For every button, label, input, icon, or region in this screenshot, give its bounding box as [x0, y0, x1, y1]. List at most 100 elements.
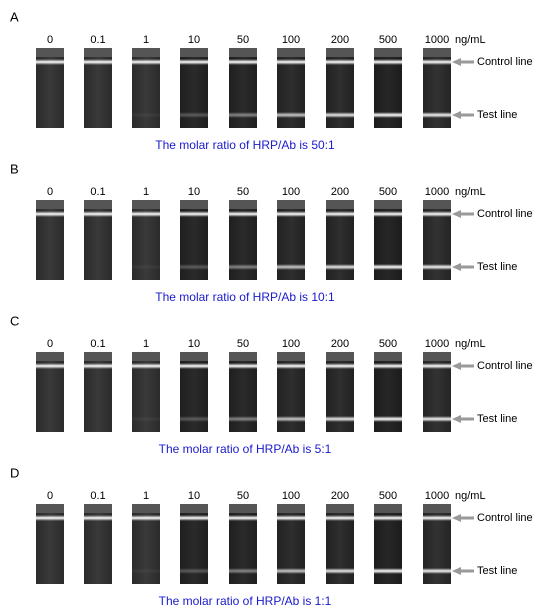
strip-cap	[374, 352, 402, 361]
control-band	[423, 211, 451, 217]
strip-cap	[423, 504, 451, 513]
control-band	[326, 211, 354, 217]
control-band	[229, 59, 257, 65]
panel-label: B	[10, 161, 19, 176]
unit-label: ng/mL	[455, 34, 486, 46]
control-band	[36, 211, 64, 217]
strip-cap	[36, 200, 64, 209]
control-band	[180, 363, 208, 369]
concentration-label: 0.1	[90, 186, 105, 198]
test-label: Test line	[477, 565, 517, 577]
control-band	[132, 59, 160, 65]
control-label: Control line	[477, 208, 533, 220]
control-band	[132, 211, 160, 217]
test-band	[132, 568, 160, 574]
concentration-label: 200	[331, 338, 349, 350]
test-band	[132, 264, 160, 270]
concentration-label: 500	[379, 490, 397, 502]
strip-cap	[132, 352, 160, 361]
arrow-head	[452, 263, 461, 271]
strip-cap	[277, 200, 305, 209]
concentration-label: 100	[282, 338, 300, 350]
concentration-label: 50	[237, 338, 249, 350]
control-band	[277, 515, 305, 521]
strip-cap	[36, 504, 64, 513]
caption: The molar ratio of HRP/Ab is 5:1	[159, 442, 332, 456]
arrow-head	[452, 514, 461, 522]
control-band	[326, 515, 354, 521]
control-band	[229, 515, 257, 521]
concentration-label: 50	[237, 490, 249, 502]
control-band	[36, 59, 64, 65]
test-band	[277, 112, 305, 118]
test-label: Test line	[477, 109, 517, 121]
control-label: Control line	[477, 512, 533, 524]
concentration-label: 0	[47, 490, 53, 502]
test-band	[423, 112, 451, 118]
test-label: Test line	[477, 261, 517, 273]
test-band	[326, 568, 354, 574]
concentration-label: 10	[188, 186, 200, 198]
arrow-head	[452, 362, 461, 370]
control-band	[374, 515, 402, 521]
concentration-label: 100	[282, 490, 300, 502]
figure: A00.1110501002005001000ng/mLControl line…	[0, 0, 539, 608]
concentration-label: 1000	[425, 338, 449, 350]
control-band	[84, 363, 112, 369]
control-band	[423, 363, 451, 369]
concentration-label: 200	[331, 186, 349, 198]
control-band	[180, 211, 208, 217]
concentration-label: 0	[47, 338, 53, 350]
concentration-label: 200	[331, 34, 349, 46]
control-label: Control line	[477, 56, 533, 68]
strip-cap	[326, 352, 354, 361]
strip-cap	[84, 352, 112, 361]
test-band	[229, 264, 257, 270]
strip-cap	[229, 48, 257, 57]
concentration-label: 200	[331, 490, 349, 502]
strip-cap	[132, 200, 160, 209]
concentration-label: 100	[282, 186, 300, 198]
unit-label: ng/mL	[455, 338, 486, 350]
control-label: Control line	[477, 360, 533, 372]
concentration-label: 500	[379, 338, 397, 350]
strip-cap	[374, 48, 402, 57]
concentration-label: 1000	[425, 490, 449, 502]
control-band	[277, 211, 305, 217]
strip-cap	[229, 504, 257, 513]
strip-cap	[180, 48, 208, 57]
test-band	[374, 568, 402, 574]
test-band	[423, 416, 451, 422]
concentration-label: 0.1	[90, 338, 105, 350]
strip-cap	[180, 200, 208, 209]
control-band	[229, 363, 257, 369]
panel-label: D	[10, 465, 19, 480]
strip-cap	[229, 352, 257, 361]
test-band	[374, 112, 402, 118]
arrow-head	[452, 415, 461, 423]
strip-cap	[84, 504, 112, 513]
control-band	[132, 515, 160, 521]
test-band	[229, 416, 257, 422]
test-band	[229, 568, 257, 574]
concentration-label: 1000	[425, 186, 449, 198]
control-band	[277, 59, 305, 65]
strip-cap	[132, 504, 160, 513]
concentration-label: 50	[237, 34, 249, 46]
concentration-label: 1000	[425, 34, 449, 46]
test-band	[180, 264, 208, 270]
strip-cap	[326, 200, 354, 209]
test-band	[326, 264, 354, 270]
strip-cap	[277, 352, 305, 361]
concentration-label: 100	[282, 34, 300, 46]
test-band	[180, 112, 208, 118]
caption: The molar ratio of HRP/Ab is 10:1	[155, 290, 335, 304]
test-band	[423, 264, 451, 270]
strip-cap	[277, 48, 305, 57]
control-band	[36, 515, 64, 521]
strip-cap	[84, 48, 112, 57]
test-band	[423, 568, 451, 574]
concentration-label: 50	[237, 186, 249, 198]
concentration-label: 1	[143, 338, 149, 350]
arrow-head	[452, 111, 461, 119]
